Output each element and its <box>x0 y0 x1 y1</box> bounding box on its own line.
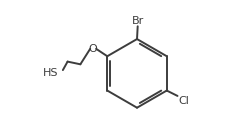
Text: Cl: Cl <box>178 96 189 106</box>
Text: Br: Br <box>132 16 144 26</box>
Text: O: O <box>89 44 98 54</box>
Text: HS: HS <box>43 68 58 78</box>
